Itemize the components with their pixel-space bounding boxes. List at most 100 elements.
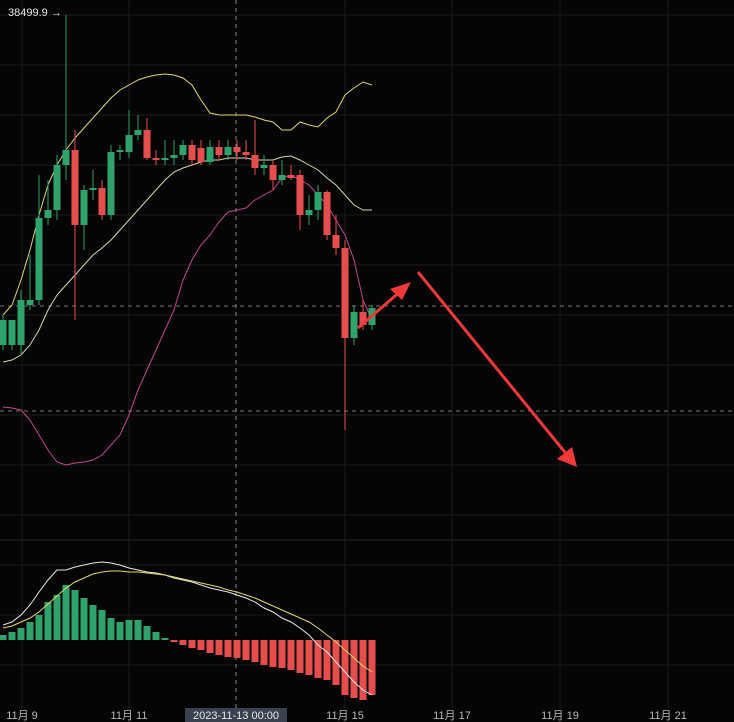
macd-bar: [350, 640, 358, 698]
candle-body: [161, 158, 169, 160]
drawn-arrow: [357, 271, 577, 467]
macd-bar: [107, 618, 115, 640]
candle-body: [143, 130, 151, 158]
candle-body: [53, 165, 61, 210]
macd-bar: [116, 622, 124, 640]
candle-body: [8, 320, 16, 345]
x-tick-label: 11月 15: [326, 710, 364, 722]
candle-body: [350, 312, 358, 338]
x-tick-label: 11月 17: [433, 710, 471, 722]
x-tick-label: 11月 9: [6, 710, 38, 722]
macd-bar: [53, 595, 61, 640]
candle-body: [125, 135, 133, 152]
x-tick-label: 11月 21: [649, 710, 687, 722]
macd-bar: [80, 598, 88, 640]
candle-body: [71, 150, 79, 225]
macd-bar: [98, 610, 106, 640]
candle-body: [0, 320, 7, 345]
candle-body: [35, 218, 43, 300]
macd-bar: [35, 615, 43, 640]
macd-bar: [0, 635, 7, 640]
candle-body: [359, 312, 367, 325]
candle-body: [80, 190, 88, 225]
macd-bar: [206, 640, 214, 653]
candle-body: [296, 175, 304, 215]
macd-bar: [359, 640, 367, 700]
macd-bar: [44, 602, 52, 640]
candle-body: [242, 152, 250, 155]
candle-body: [170, 155, 178, 158]
macd-bar: [314, 640, 322, 678]
macd-bar: [197, 640, 205, 650]
candle-body: [305, 210, 313, 215]
candle-body: [116, 150, 124, 152]
candle-body: [26, 300, 34, 305]
macd-bar: [188, 640, 196, 648]
candle-body: [323, 192, 331, 235]
plot: [0, 15, 376, 700]
macd-bar: [287, 640, 295, 670]
macd-bar: [269, 640, 277, 667]
macd-bar: [233, 640, 241, 658]
macd-bar: [125, 620, 133, 640]
candle-body: [152, 158, 160, 160]
crosshair-label: 2023-11-13 00:00: [193, 710, 279, 722]
macd-bar: [152, 632, 160, 640]
candle-body: [269, 165, 277, 180]
macd-bar: [260, 640, 268, 665]
candle-body: [332, 235, 340, 248]
candle-body: [188, 145, 196, 160]
candle-body: [44, 210, 52, 218]
macd-bar: [224, 640, 232, 657]
candle-body: [197, 148, 205, 162]
candle-body: [179, 145, 187, 155]
candle-body: [260, 165, 268, 168]
macd-line: [2, 570, 373, 673]
macd-bar: [143, 626, 151, 640]
candle-body: [314, 192, 322, 210]
x-tick-label: 11月 19: [541, 710, 579, 722]
candle-body: [224, 147, 232, 155]
crosshair-label-box: [185, 708, 287, 722]
x-tick-label: 11月 11: [111, 710, 148, 722]
macd-bar: [8, 632, 16, 640]
candle-body: [215, 147, 223, 155]
macd-bar: [89, 605, 97, 640]
band-line: [2, 155, 372, 363]
macd-bar: [251, 640, 259, 662]
candle-body: [107, 152, 115, 215]
candle-body: [251, 155, 259, 168]
candle-body: [341, 248, 349, 338]
macd-bar: [161, 638, 169, 640]
candle-body: [278, 175, 286, 180]
macd-bar: [71, 590, 79, 640]
macd-bar: [278, 640, 286, 668]
macd-bar: [296, 640, 304, 673]
macd-bar: [305, 640, 313, 675]
macd-bar: [62, 585, 70, 640]
candle-body: [287, 175, 295, 178]
candle-body: [134, 130, 142, 135]
candle-body: [233, 147, 241, 152]
macd-bar: [215, 640, 223, 655]
candle-body: [206, 147, 214, 162]
band-line: [2, 174, 373, 466]
macd-bar: [341, 640, 349, 695]
candle-body: [62, 150, 70, 165]
macd-bar: [17, 628, 25, 640]
candle-body: [89, 188, 97, 190]
macd-bar: [368, 640, 376, 695]
macd-bar: [242, 640, 250, 660]
price-label: 38499.9 →: [8, 7, 62, 19]
macd-line: [2, 561, 373, 696]
macd-bar: [179, 640, 187, 645]
candle-body: [17, 300, 25, 345]
macd-bar: [134, 620, 142, 640]
macd-bar: [323, 640, 331, 680]
candle-body: [98, 188, 106, 215]
macd-bar: [170, 640, 178, 642]
macd-bar: [26, 622, 34, 640]
